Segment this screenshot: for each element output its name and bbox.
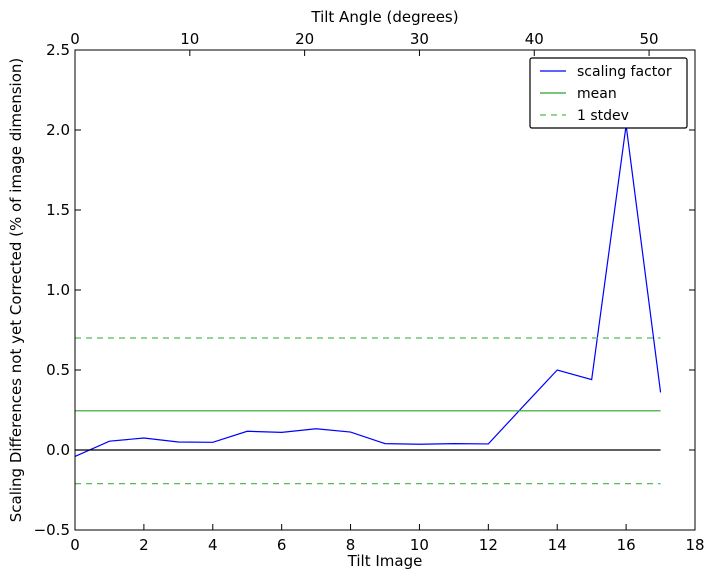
legend-frame: [529, 57, 688, 129]
x-tick-label: 4: [208, 536, 218, 554]
y-tick-label: 1.0: [46, 281, 70, 299]
top-x-tick-label: 10: [180, 30, 199, 48]
top-x-tick-label: 40: [525, 30, 544, 48]
top-x-tick-label: 50: [640, 30, 659, 48]
x-tick-label: 16: [617, 536, 636, 554]
legend-items: scaling factor mean 1 stdev: [540, 64, 672, 124]
y-tick-label: 0.5: [46, 361, 70, 379]
series-layer: [74, 125, 662, 485]
top-x-tick-label: 30: [410, 30, 429, 48]
x-tick-label: 2: [139, 536, 149, 554]
top-x-tick-label: 0: [70, 30, 80, 48]
y-axis-title: Scaling Differences not yet Corrected (%…: [7, 58, 25, 523]
y-tick-label: −0.5: [34, 521, 70, 539]
x-tick-label: 0: [70, 536, 80, 554]
top-x-tick-label: 20: [295, 30, 314, 48]
top-x-axis-title: Tilt Angle (degrees): [310, 8, 458, 26]
x-tick-label: 6: [277, 536, 287, 554]
legend-label: scaling factor: [577, 64, 672, 80]
x-tick-label: 10: [410, 536, 429, 554]
x-axis-title: Tilt Image: [347, 552, 423, 570]
x-tick-label: 12: [479, 536, 498, 554]
legend-label: 1 stdev: [577, 108, 629, 124]
y-tick-label: 2.5: [46, 41, 70, 59]
x-tick-label: 8: [346, 536, 356, 554]
y-tick-label: 2.0: [46, 121, 70, 139]
y-tick-label: 1.5: [46, 201, 70, 219]
legend-label: mean: [577, 86, 617, 102]
scaling-factor-line: [74, 125, 662, 457]
x-tick-label: 14: [548, 536, 567, 554]
ticks-layer: 0 2 4 6 8 10 12 14 16 18 0 10 20 30 40 50 −0.5 0.0 0.5 1.0 1…: [34, 30, 705, 554]
x-tick-label: 18: [685, 536, 704, 554]
y-tick-label: 0.0: [46, 441, 70, 459]
legend: scaling factor mean 1 stdev: [529, 57, 688, 129]
